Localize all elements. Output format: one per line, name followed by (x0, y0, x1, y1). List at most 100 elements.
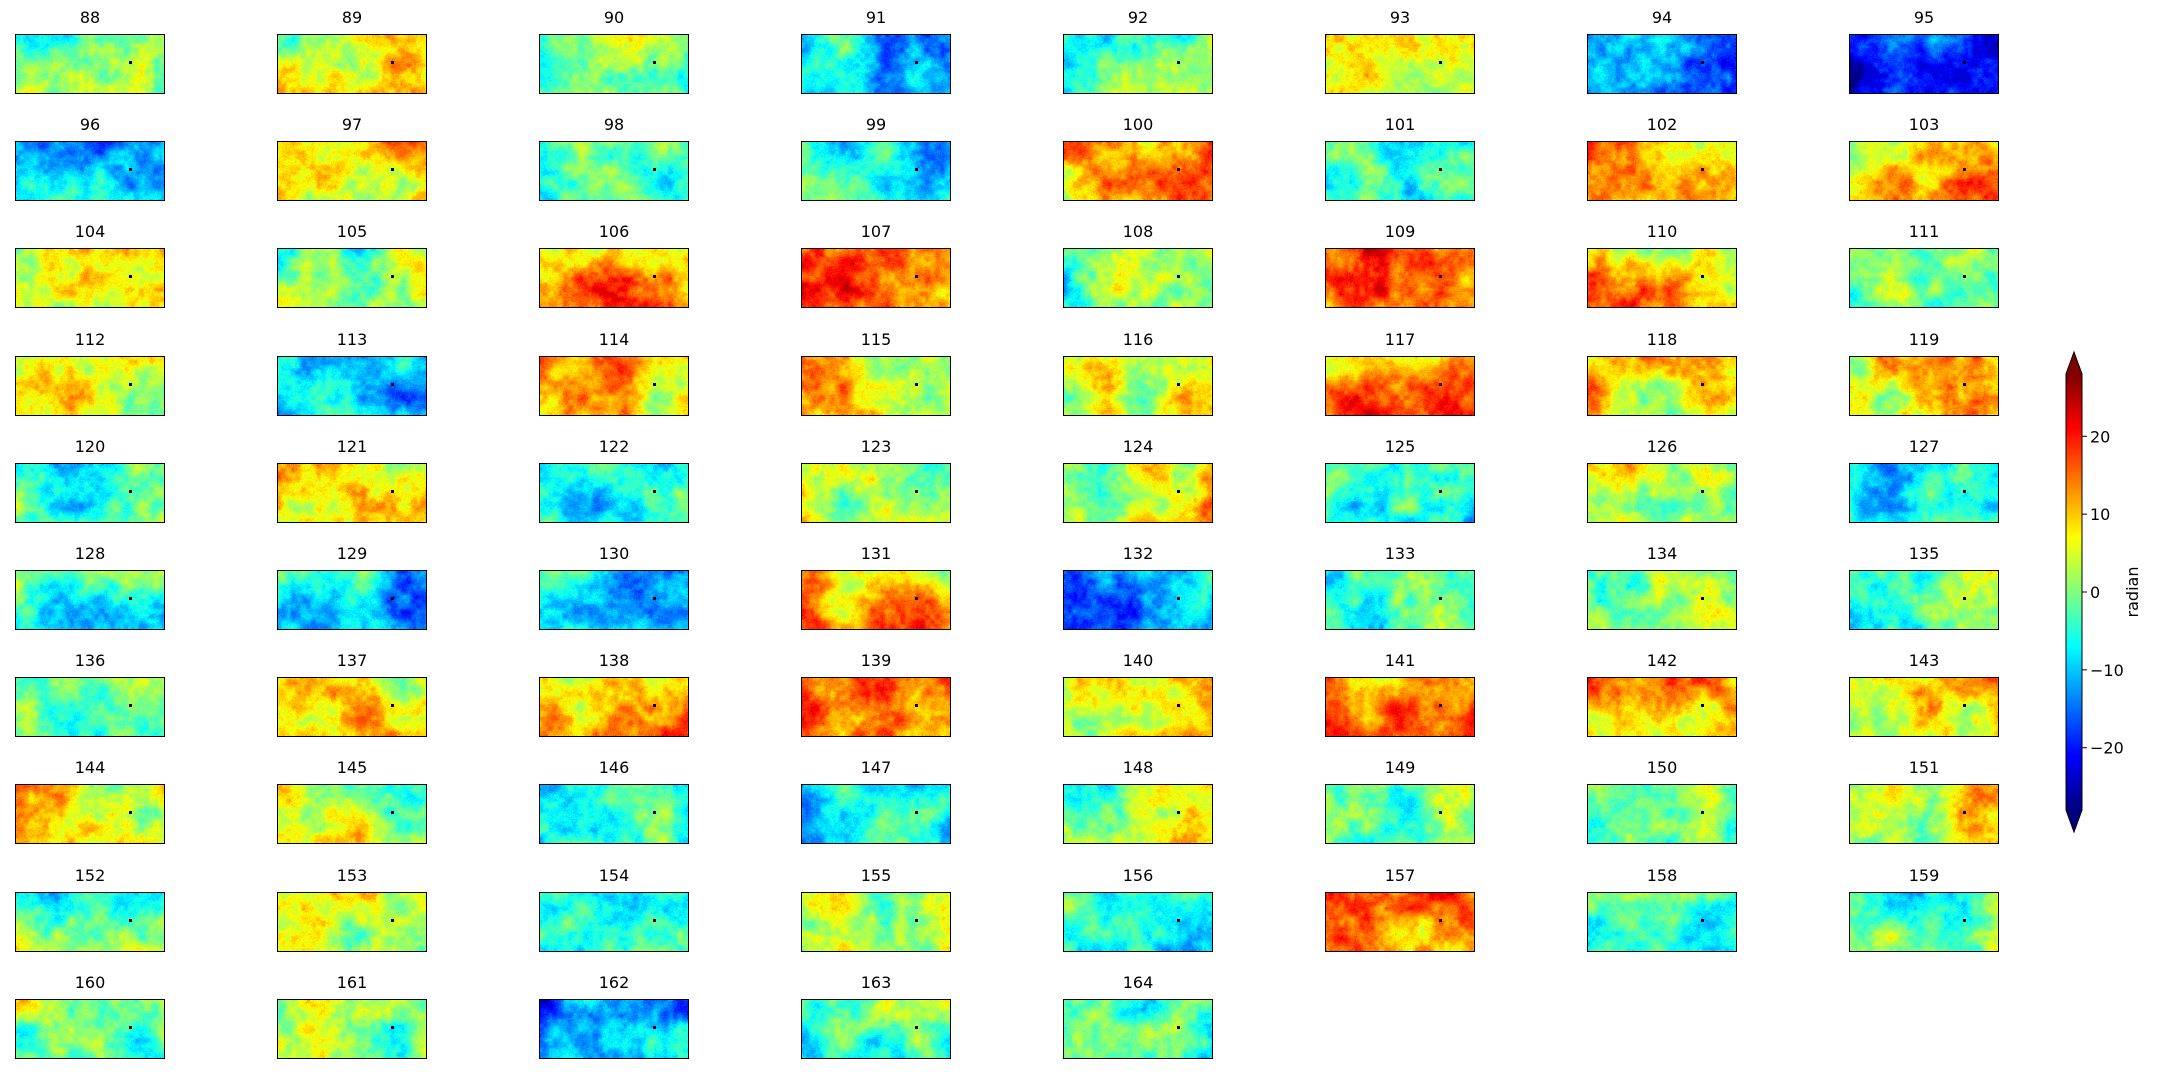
panel-title: 88 (79, 8, 101, 27)
reference-point-marker (1177, 61, 1180, 64)
heatmap-canvas (1588, 571, 1736, 629)
panel-heatmap (1063, 141, 1213, 201)
reference-point-marker (1439, 919, 1442, 922)
panel: 112 (15, 330, 165, 420)
reference-point-marker (129, 168, 132, 171)
reference-point-marker (653, 811, 656, 814)
panel: 126 (1587, 437, 1737, 527)
panel-heatmap (1325, 141, 1475, 201)
reference-point-marker (1963, 919, 1966, 922)
panel-heatmap (1063, 463, 1213, 523)
heatmap-canvas (1064, 35, 1212, 93)
reference-point-marker (653, 919, 656, 922)
panel-title: 153 (336, 866, 368, 885)
panel-title: 105 (336, 222, 368, 241)
heatmap-canvas (1326, 357, 1474, 415)
heatmap-canvas (802, 893, 950, 951)
panel-heatmap (801, 570, 951, 630)
panel-title: 107 (860, 222, 892, 241)
reference-point-marker (915, 275, 918, 278)
panel: 88 (15, 8, 165, 98)
heatmap-canvas (802, 249, 950, 307)
heatmap-canvas (1064, 571, 1212, 629)
panel: 133 (1325, 544, 1475, 634)
colorbar-tick-label: 0 (2090, 583, 2100, 602)
colorbar-tick-label: 20 (2090, 427, 2110, 446)
panel-title: 100 (1122, 115, 1154, 134)
heatmap-canvas (1326, 142, 1474, 200)
panel: 144 (15, 758, 165, 848)
panel-heatmap (539, 677, 689, 737)
panel-title: 152 (74, 866, 106, 885)
panel: 156 (1063, 866, 1213, 956)
panel: 110 (1587, 222, 1737, 312)
panel: 150 (1587, 758, 1737, 848)
panel: 130 (539, 544, 689, 634)
panel-heatmap (801, 141, 951, 201)
panel-heatmap (539, 463, 689, 523)
heatmap-canvas (1850, 35, 1998, 93)
reference-point-marker (129, 383, 132, 386)
panel: 148 (1063, 758, 1213, 848)
panel: 127 (1849, 437, 1999, 527)
reference-point-marker (1439, 597, 1442, 600)
panel-heatmap (1063, 34, 1213, 94)
heatmap-canvas (1064, 357, 1212, 415)
heatmap-canvas (278, 142, 426, 200)
heatmap-canvas (540, 35, 688, 93)
panel-title: 113 (336, 330, 368, 349)
panel: 106 (539, 222, 689, 312)
panel: 146 (539, 758, 689, 848)
heatmap-canvas (1588, 893, 1736, 951)
panel: 107 (801, 222, 951, 312)
heatmap-canvas (1588, 142, 1736, 200)
heatmap-canvas (1326, 893, 1474, 951)
reference-point-marker (1177, 919, 1180, 922)
reference-point-marker (391, 704, 394, 707)
panel-title: 131 (860, 544, 892, 563)
panel-heatmap (801, 34, 951, 94)
reference-point-marker (915, 490, 918, 493)
heatmap-canvas (1064, 464, 1212, 522)
panel-heatmap (15, 248, 165, 308)
panel-heatmap (1325, 784, 1475, 844)
panel: 120 (15, 437, 165, 527)
reference-point-marker (1177, 1026, 1180, 1029)
panel: 91 (801, 8, 951, 98)
heatmap-canvas (802, 678, 950, 736)
panel-heatmap (1063, 248, 1213, 308)
panel: 96 (15, 115, 165, 205)
panel: 164 (1063, 973, 1213, 1063)
heatmap-canvas (1326, 249, 1474, 307)
heatmap-canvas (1326, 571, 1474, 629)
panel-title: 162 (598, 973, 630, 992)
panel: 122 (539, 437, 689, 527)
heatmap-canvas (802, 1000, 950, 1058)
heatmap-canvas (1850, 142, 1998, 200)
reference-point-marker (653, 704, 656, 707)
panel-title: 133 (1384, 544, 1416, 563)
panel: 90 (539, 8, 689, 98)
panel-heatmap (277, 570, 427, 630)
heatmap-canvas (1850, 678, 1998, 736)
panel-heatmap (1587, 892, 1737, 952)
panel-title: 114 (598, 330, 630, 349)
panel-heatmap (539, 892, 689, 952)
heatmap-canvas (16, 785, 164, 843)
panel-heatmap (1587, 141, 1737, 201)
reference-point-marker (129, 597, 132, 600)
panel: 134 (1587, 544, 1737, 634)
reference-point-marker (653, 61, 656, 64)
panel: 93 (1325, 8, 1475, 98)
panel-heatmap (1325, 356, 1475, 416)
panel-title: 125 (1384, 437, 1416, 456)
panel-heatmap (277, 999, 427, 1059)
panel-title: 92 (1127, 8, 1149, 27)
heatmap-canvas (540, 464, 688, 522)
reference-point-marker (915, 597, 918, 600)
panel: 115 (801, 330, 951, 420)
reference-point-marker (1439, 704, 1442, 707)
panel-title: 116 (1122, 330, 1154, 349)
panel: 163 (801, 973, 951, 1063)
panel: 143 (1849, 651, 1999, 741)
